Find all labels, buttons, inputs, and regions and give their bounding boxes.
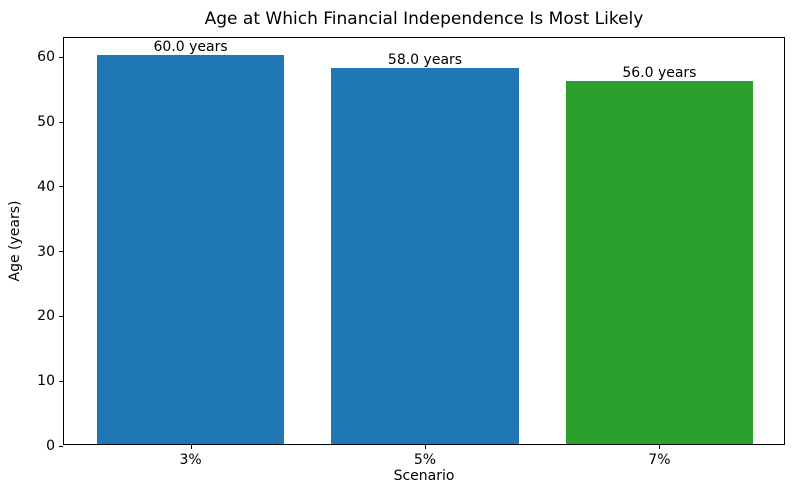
- chart-title: Age at Which Financial Independence Is M…: [204, 9, 644, 29]
- y-tick-mark: [59, 315, 63, 317]
- bar: [331, 68, 519, 444]
- y-tick-label: 40: [37, 178, 55, 195]
- y-tick-label: 50: [37, 114, 55, 131]
- y-tick-label: 20: [37, 308, 55, 325]
- y-tick-mark: [59, 445, 63, 447]
- y-tick-mark: [59, 56, 63, 58]
- bar-value-label: 60.0 years: [153, 39, 228, 56]
- y-tick-mark: [59, 251, 63, 253]
- x-tick-mark: [425, 445, 426, 449]
- bar: [96, 55, 285, 444]
- y-tick-label: 10: [37, 373, 55, 390]
- y-tick-mark: [59, 186, 63, 188]
- x-tick-label: 7%: [648, 452, 671, 468]
- x-axis-title: Scenario: [393, 468, 455, 484]
- x-tick-label: 3%: [179, 452, 202, 468]
- bar-value-label: 58.0 years: [387, 52, 463, 69]
- y-tick-mark: [59, 380, 63, 382]
- x-tick-mark: [659, 445, 661, 449]
- x-tick-label: 5%: [413, 452, 437, 468]
- y-axis-title: Age (years): [7, 200, 23, 282]
- x-tick-mark: [190, 445, 192, 449]
- y-tick-mark: [59, 121, 63, 123]
- bar: [565, 81, 754, 444]
- plot-area: 0 10 20 30 40 50 60 60.0 years 3% 58.0 years 5% 56.…: [37, 37, 785, 468]
- y-tick-label: 60: [37, 49, 55, 66]
- y-tick-label: 30: [37, 243, 55, 260]
- y-tick-label: 0: [46, 438, 55, 454]
- bar-value-label: 56.0 years: [622, 65, 697, 82]
